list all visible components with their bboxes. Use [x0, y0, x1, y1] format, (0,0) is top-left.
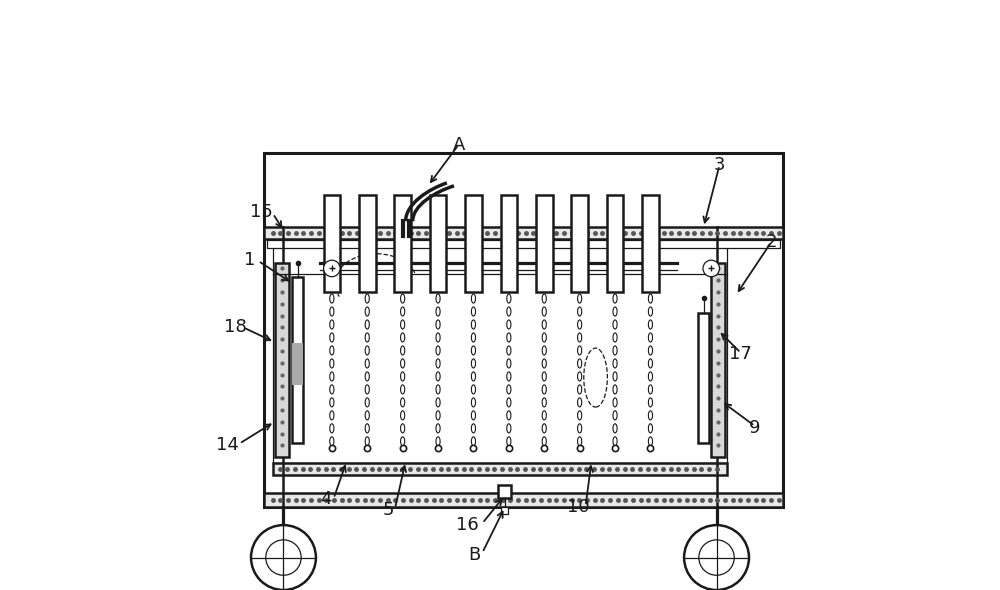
Bar — [292, 343, 303, 385]
Bar — [273, 245, 727, 463]
Bar — [359, 195, 376, 292]
Bar — [264, 153, 783, 507]
Text: 1: 1 — [244, 251, 255, 268]
Bar — [498, 485, 511, 498]
Circle shape — [684, 525, 749, 590]
Text: 9: 9 — [749, 419, 761, 437]
Text: 2: 2 — [766, 233, 777, 251]
Text: B: B — [468, 546, 480, 563]
Bar — [273, 463, 727, 475]
Text: 4: 4 — [320, 490, 332, 507]
Bar — [501, 507, 508, 514]
Circle shape — [703, 260, 719, 277]
Bar — [607, 195, 623, 292]
Bar — [711, 263, 725, 457]
Circle shape — [324, 260, 340, 277]
Bar — [324, 195, 340, 292]
Bar — [698, 313, 709, 442]
Bar — [292, 277, 303, 442]
Bar — [571, 195, 588, 292]
Text: 18: 18 — [224, 319, 247, 336]
Bar — [275, 263, 289, 457]
Text: 3: 3 — [714, 156, 725, 174]
Text: 5: 5 — [382, 502, 394, 519]
Text: 15: 15 — [250, 204, 272, 221]
Circle shape — [699, 540, 734, 575]
Bar — [264, 227, 783, 239]
Bar — [465, 195, 482, 292]
Bar — [642, 195, 659, 292]
Bar — [394, 195, 411, 292]
Bar — [501, 195, 517, 292]
Text: 16: 16 — [456, 516, 479, 534]
Bar — [536, 195, 553, 292]
Text: 14: 14 — [216, 437, 239, 454]
Text: A: A — [453, 136, 465, 153]
Text: 10: 10 — [567, 499, 589, 516]
Bar — [264, 493, 783, 507]
Bar — [267, 240, 780, 248]
Bar — [430, 195, 446, 292]
Text: 17: 17 — [729, 345, 752, 363]
Circle shape — [266, 540, 301, 575]
Circle shape — [251, 525, 316, 590]
